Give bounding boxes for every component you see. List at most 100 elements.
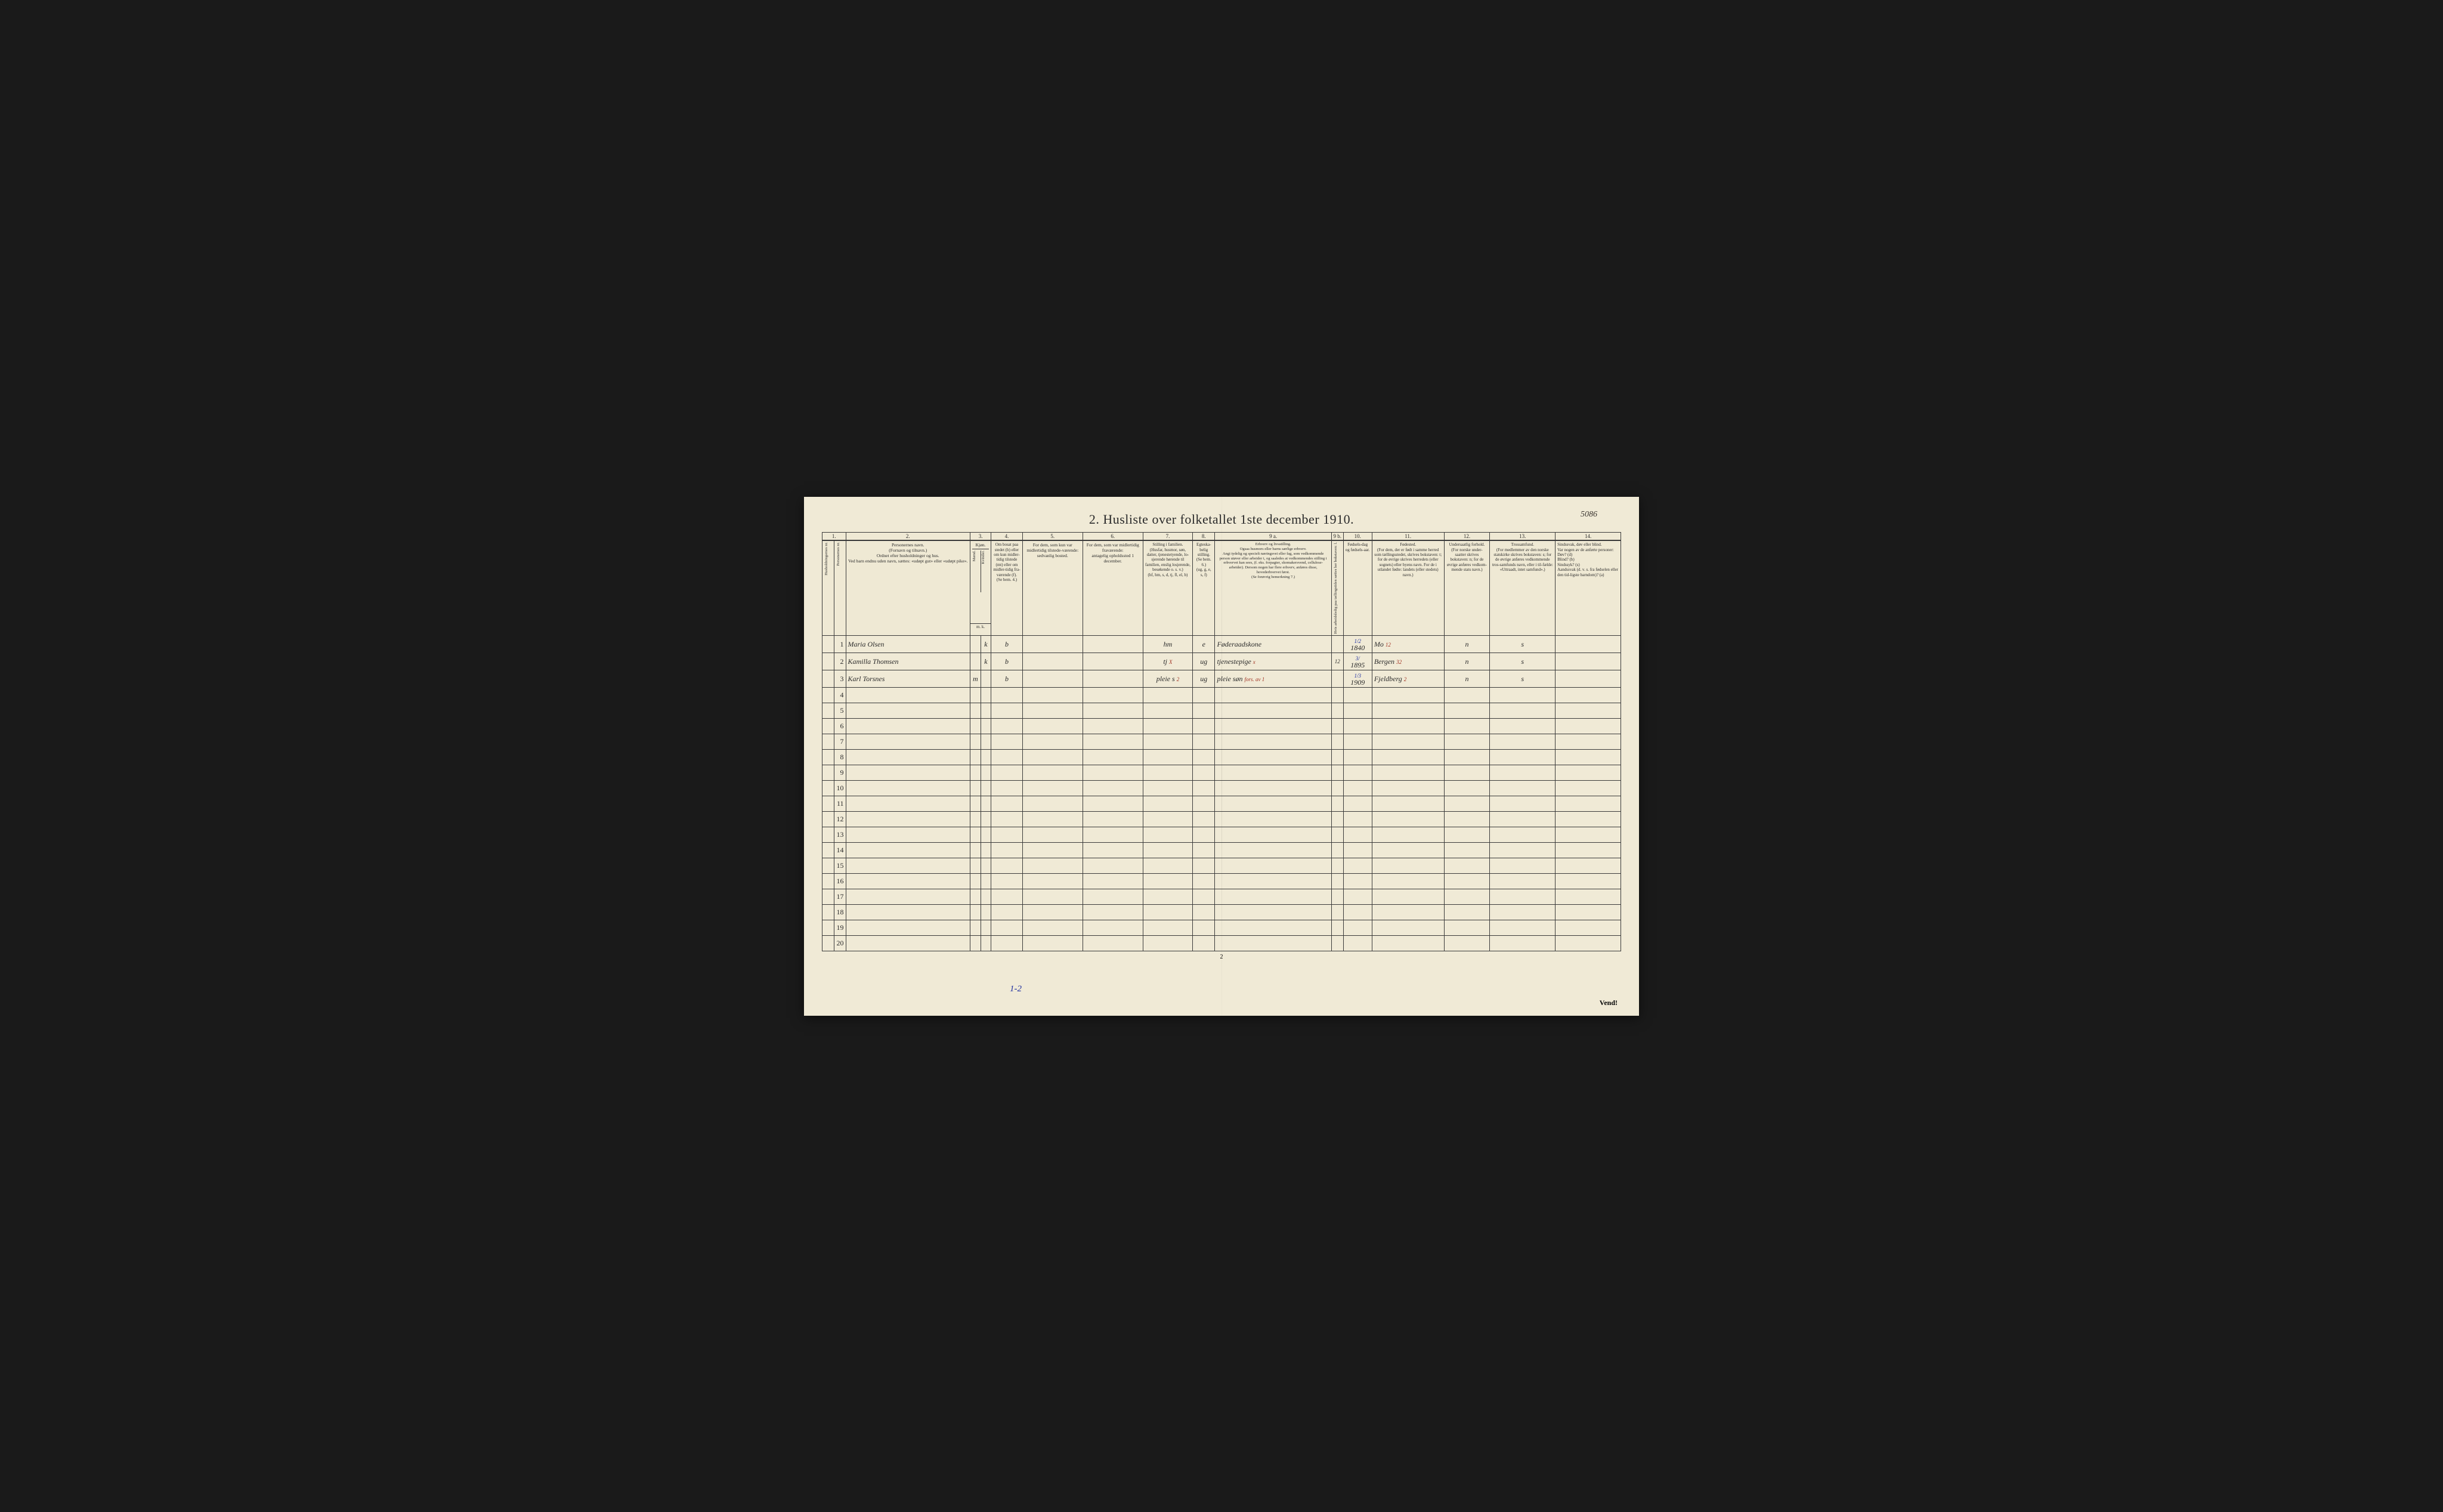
cell-blank	[1022, 765, 1083, 781]
cell-blank	[981, 781, 991, 796]
household-num	[822, 905, 834, 920]
cell-blank	[1143, 812, 1192, 827]
cell-blank	[1556, 920, 1621, 936]
cell-5	[1022, 670, 1083, 688]
cell-blank	[1490, 874, 1556, 889]
person-num: 12	[834, 812, 846, 827]
person-num: 2	[834, 653, 846, 670]
cell-blank	[1372, 719, 1444, 734]
cell-blank	[1372, 843, 1444, 858]
cell-blank	[1556, 889, 1621, 905]
cell-fam: hm	[1143, 636, 1192, 653]
household-num	[822, 874, 834, 889]
cell-blank	[1556, 750, 1621, 765]
colnum-13: 13.	[1490, 532, 1556, 540]
cell-blank	[1372, 889, 1444, 905]
cell-blank	[1490, 734, 1556, 750]
cell-name: Maria Olsen	[846, 636, 970, 653]
household-num	[822, 688, 834, 703]
cell-blank	[1343, 719, 1372, 734]
cell-blank	[1193, 827, 1215, 843]
cell-9b: 12	[1331, 653, 1343, 670]
cell-blank	[1022, 750, 1083, 765]
cell-blank	[1143, 765, 1192, 781]
household-num	[822, 719, 834, 734]
cell-blank	[1556, 796, 1621, 812]
cell-blank	[1556, 765, 1621, 781]
colnum-5: 5.	[1022, 532, 1083, 540]
person-num: 15	[834, 858, 846, 874]
cell-fam: tj X	[1143, 653, 1192, 670]
cell-blank	[1444, 812, 1490, 827]
cell-blank	[1556, 703, 1621, 719]
cell-blank	[846, 920, 970, 936]
cell-blank	[1331, 812, 1343, 827]
cell-blank	[1083, 703, 1143, 719]
person-num: 6	[834, 719, 846, 734]
cell-blank	[970, 734, 981, 750]
cell-blank	[1556, 827, 1621, 843]
person-num: 1	[834, 636, 846, 653]
cell-blank	[970, 843, 981, 858]
cell-dis	[1556, 653, 1621, 670]
cell-blank	[970, 936, 981, 951]
cell-blank	[1556, 734, 1621, 750]
cell-blank	[1143, 827, 1192, 843]
cell-blank	[970, 920, 981, 936]
cell-blank	[1444, 734, 1490, 750]
cell-blank	[1331, 827, 1343, 843]
cell-blank	[1193, 796, 1215, 812]
cell-blank	[1193, 905, 1215, 920]
person-num: 5	[834, 703, 846, 719]
cell-dis	[1556, 670, 1621, 688]
person-num: 13	[834, 827, 846, 843]
hdr-6: For dem, som var midlertidig fraværende:…	[1083, 540, 1143, 635]
cell-blank	[981, 920, 991, 936]
cell-blank	[846, 703, 970, 719]
cell-fam: pleie s 2	[1143, 670, 1192, 688]
cell-blank	[846, 827, 970, 843]
cell-blank	[1083, 858, 1143, 874]
cell-blank	[1444, 920, 1490, 936]
cell-blank	[1083, 905, 1143, 920]
cell-blank	[1556, 843, 1621, 858]
cell-blank	[970, 905, 981, 920]
cell-blank	[1143, 750, 1192, 765]
cell-blank	[1083, 781, 1143, 796]
cell-blank	[846, 765, 970, 781]
cell-occ: tjenestepige x	[1215, 653, 1331, 670]
cell-blank	[1193, 703, 1215, 719]
cell-blank	[1490, 858, 1556, 874]
cell-blank	[1331, 920, 1343, 936]
cell-blank	[1022, 703, 1083, 719]
cell-blank	[1022, 920, 1083, 936]
hdr-10: Fødsels-dag og fødsels-aar.	[1343, 540, 1372, 635]
cell-blank	[1490, 812, 1556, 827]
cell-blank	[1490, 688, 1556, 703]
cell-9b	[1331, 636, 1343, 653]
cell-blank	[1372, 688, 1444, 703]
cell-rel: s	[1490, 670, 1556, 688]
household-num	[822, 750, 834, 765]
cell-blank	[1444, 688, 1490, 703]
cell-blank	[991, 719, 1023, 734]
cell-blank	[1193, 688, 1215, 703]
household-num	[822, 765, 834, 781]
cell-blank	[970, 750, 981, 765]
colnum-11: 11.	[1372, 532, 1444, 540]
cell-blank	[1556, 874, 1621, 889]
cell-blank	[1556, 812, 1621, 827]
cell-dob: 1/31909	[1343, 670, 1372, 688]
colnum-14: 14.	[1556, 532, 1621, 540]
colnum-3: 3.	[970, 532, 991, 540]
cell-blank	[1022, 889, 1083, 905]
hdr-2: Personernes navn. (Fornavn og tilnavn.) …	[846, 540, 970, 635]
cell-blank	[846, 936, 970, 951]
cell-blank	[1490, 920, 1556, 936]
cell-blank	[1022, 858, 1083, 874]
cell-blank	[1215, 765, 1331, 781]
cell-blank	[1444, 703, 1490, 719]
cell-blank	[1556, 905, 1621, 920]
cell-blank	[970, 874, 981, 889]
cell-blank	[981, 874, 991, 889]
